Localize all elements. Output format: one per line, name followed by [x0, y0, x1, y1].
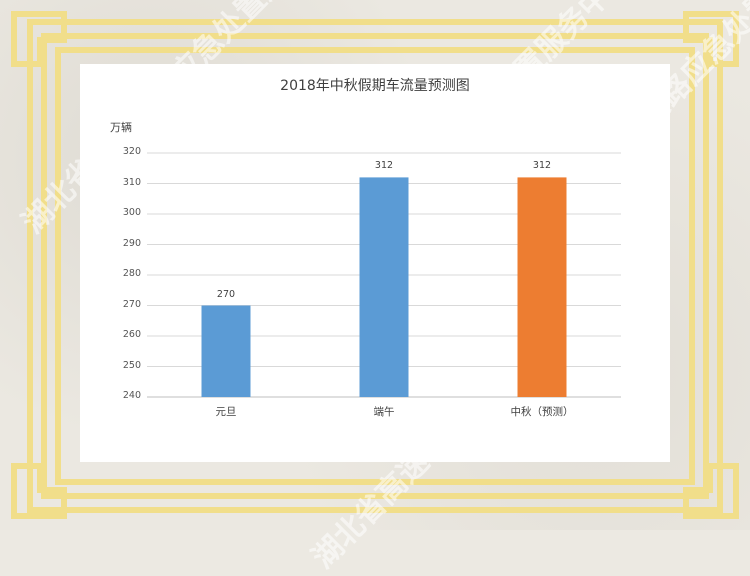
y-tick-label: 300 [122, 207, 141, 218]
y-tick-label: 250 [122, 359, 141, 371]
y-tick-label: 240 [122, 390, 141, 401]
x-tick-label: 端午 [373, 406, 395, 418]
y-tick-label: 290 [122, 237, 141, 249]
y-tick-label: 310 [122, 176, 141, 188]
y-tick-label: 270 [122, 298, 141, 310]
bar [517, 177, 567, 397]
x-tick-label: 中秋（预测） [510, 406, 574, 418]
y-tick-label: 260 [122, 329, 141, 340]
y-tick-label: 280 [122, 268, 141, 279]
chart-canvas [147, 152, 621, 398]
bar-data-label: 312 [374, 160, 394, 172]
bar-data-label: 270 [216, 288, 236, 300]
bar-data-label: 312 [532, 160, 552, 172]
x-tick-label: 元旦 [215, 406, 237, 418]
y-tick-label: 320 [122, 146, 141, 157]
chart-title: 2018年中秋假期车流量预测图 [280, 78, 470, 94]
bar [201, 305, 251, 397]
decorative-frame [11, 11, 739, 519]
y-axis-unit-label: 万辆 [110, 121, 132, 134]
bar [359, 177, 409, 397]
chart-panel: 2018年中秋假期车流量预测图 万辆 240 250 260 270 280 290 300… [80, 64, 670, 462]
